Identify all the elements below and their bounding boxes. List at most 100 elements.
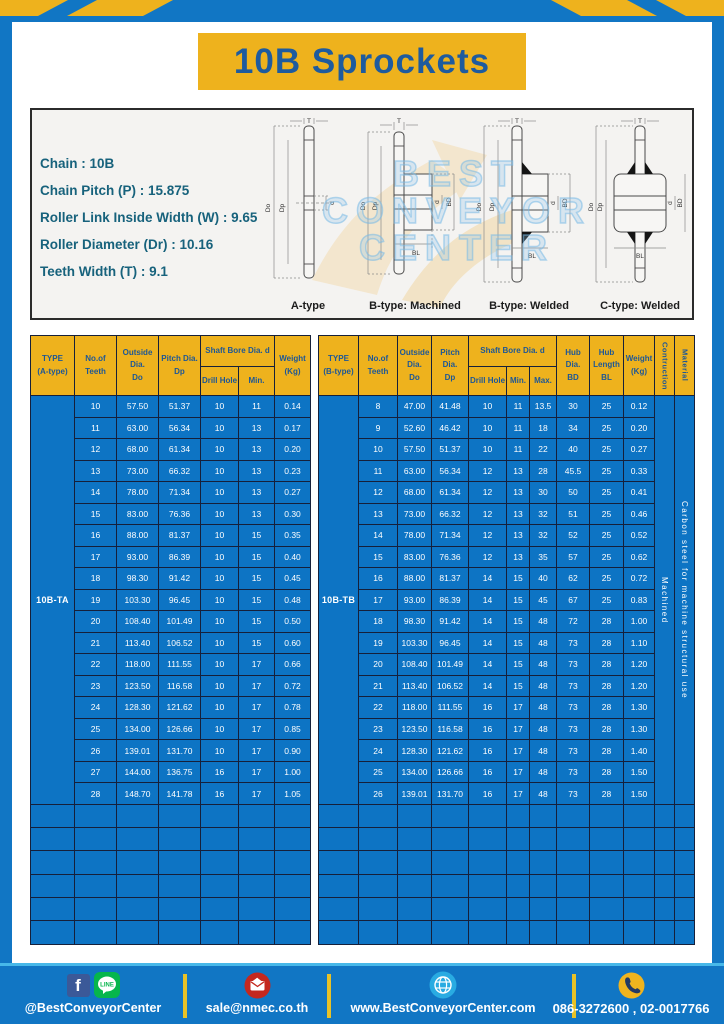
- table-cell: 0.12: [623, 395, 656, 418]
- table-cell: 13: [358, 502, 398, 526]
- svg-text:Dp: Dp: [489, 202, 496, 211]
- email-icon[interactable]: [244, 972, 271, 999]
- table-row: 27 144.00 136.75 16 17 1.00: [31, 760, 312, 784]
- table-cell: 10: [200, 502, 239, 526]
- empty-cell: [654, 803, 676, 829]
- table-cell: 66.32: [158, 459, 201, 483]
- empty-row: [318, 850, 696, 875]
- table-cell: 24: [74, 696, 117, 719]
- table-cell: 26: [358, 782, 398, 805]
- table-cell: 15: [237, 610, 276, 633]
- empty-cell: [397, 803, 432, 829]
- table-cell: 76.36: [158, 502, 201, 526]
- table-cell: 0.27: [274, 481, 312, 504]
- website-contact[interactable]: www.BestConveyorCenter.com: [335, 970, 551, 1015]
- email-contact[interactable]: sale@nmec.co.th: [187, 970, 327, 1015]
- empty-cell: [397, 897, 432, 922]
- empty-cell: [200, 920, 239, 945]
- phone-icon[interactable]: [618, 972, 645, 999]
- table-cell: 28: [589, 760, 625, 784]
- empty-cell: [318, 827, 359, 852]
- empty-cell: [116, 850, 159, 875]
- b-machined-diagram: T Do Dp d BD: [360, 118, 456, 275]
- empty-cell: [358, 850, 398, 875]
- line-icon[interactable]: LINE: [93, 972, 120, 998]
- table-cell: 0.40: [274, 545, 312, 569]
- social-contact[interactable]: f LINE @BestConveyorCenter: [8, 970, 178, 1015]
- empty-row: [30, 920, 312, 945]
- table-cell: 16: [468, 717, 507, 741]
- table-cell: 52: [556, 524, 591, 547]
- empty-cell: [654, 897, 676, 922]
- empty-cell: [623, 850, 656, 875]
- table-cell: 16: [468, 696, 507, 719]
- empty-cell: [506, 920, 530, 945]
- table-cell: 73.00: [116, 459, 159, 483]
- phone-contact[interactable]: 086-3272600 , 02-0017766: [538, 970, 724, 1016]
- empty-cell: [30, 873, 75, 899]
- svg-text:d: d: [434, 200, 441, 204]
- table-cell: 72: [556, 610, 591, 633]
- table-cell: 12: [74, 438, 117, 461]
- table-cell: 17: [506, 696, 530, 719]
- empty-cell: [431, 873, 469, 899]
- table-cell: 16: [468, 760, 507, 784]
- table-cell: 0.14: [274, 395, 312, 418]
- table-cell: 81.37: [431, 567, 469, 590]
- empty-row: [318, 803, 696, 829]
- table-cell: 17: [358, 588, 398, 612]
- table-row: 28 148.70 141.78 16 17 1.05: [31, 782, 312, 805]
- table-cell: 16: [468, 782, 507, 805]
- col-header-max: Max.: [528, 366, 558, 396]
- empty-row: [318, 920, 696, 945]
- table-row: 17 93.00 86.39 14 15 45 67 25 0.83: [319, 588, 695, 612]
- spec-box: Chain : 10B Chain Pitch (P) : 15.875 Rol…: [30, 108, 694, 320]
- table-cell: 0.45: [274, 567, 312, 590]
- empty-cell: [358, 827, 398, 852]
- a-type-diagram: T Do Dp d: [265, 118, 336, 279]
- sprocket-drawings: T Do Dp d A-type: [260, 116, 692, 318]
- table-cell: 113.40: [397, 674, 432, 698]
- spec-line-roller-width: Roller Link Inside Width (W) : 9.65: [40, 210, 258, 225]
- empty-cell: [589, 920, 625, 945]
- table-cell: 28: [589, 782, 625, 805]
- table-row: 24 128.30 121.62 10 17 0.78: [31, 696, 312, 719]
- table-cell: 17: [237, 696, 276, 719]
- col-header-type: TYPE (B-type): [318, 335, 359, 396]
- table-row: 20 108.40 101.49 14 15 48 73 28 1.20: [319, 653, 695, 676]
- empty-row: [318, 827, 696, 852]
- empty-cell: [318, 873, 359, 899]
- table-cell: 15: [506, 567, 530, 590]
- table-cell: 30: [556, 395, 591, 418]
- svg-text:BL: BL: [412, 250, 420, 257]
- table-cell: 40: [528, 567, 558, 590]
- table-row: 26 139.01 131.70 10 17 0.90: [31, 739, 312, 762]
- table-cell: 0.60: [274, 631, 312, 655]
- col-header-min: Min.: [237, 366, 276, 396]
- table-cell: 28: [589, 739, 625, 762]
- table-cell: 1.00: [623, 610, 656, 633]
- empty-cell: [116, 920, 159, 945]
- table-cell: 21: [358, 674, 398, 698]
- table-row: 16 88.00 81.37 14 15 40 62 25 0.72: [319, 567, 695, 590]
- table-cell: 10: [200, 631, 239, 655]
- table-cell: 126.66: [158, 717, 201, 741]
- facebook-icon[interactable]: f: [66, 973, 90, 997]
- globe-icon[interactable]: [429, 971, 457, 999]
- empty-cell: [556, 897, 591, 922]
- empty-cell: [397, 873, 432, 899]
- table-cell: 51.37: [431, 438, 469, 461]
- empty-cell: [556, 920, 591, 945]
- table-cell: 46.42: [431, 416, 469, 440]
- empty-cell: [358, 920, 398, 945]
- table-row: 19 103.30 96.45 10 15 0.48: [31, 588, 312, 612]
- table-cell: 18: [528, 416, 558, 440]
- table-cell: 93.00: [116, 545, 159, 569]
- table-cell: 121.62: [431, 739, 469, 762]
- table-row: 11 63.00 56.34 12 13 28 45.5 25 0.33: [319, 459, 695, 483]
- table-cell: 25: [358, 760, 398, 784]
- table-cell: 28: [528, 459, 558, 483]
- empty-cell: [158, 920, 201, 945]
- table-cell: 17: [506, 739, 530, 762]
- table-cell: 23: [74, 674, 117, 698]
